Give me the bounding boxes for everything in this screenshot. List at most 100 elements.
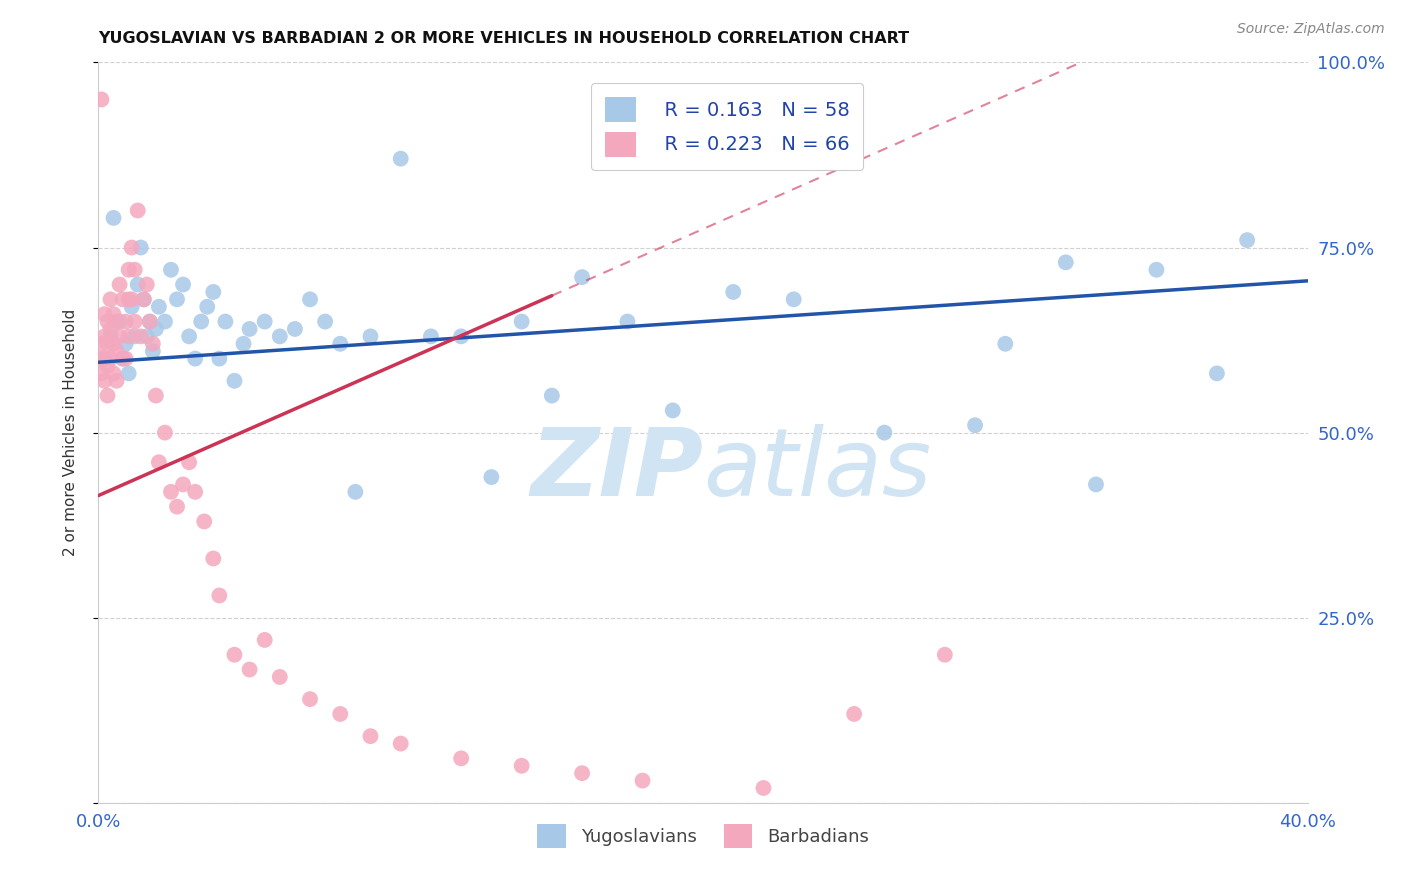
Point [299, 293, 322, 307]
Point [124, 329, 146, 343]
Point [103, 211, 125, 225]
Point [329, 336, 352, 351]
Point [172, 477, 194, 491]
Point [193, 515, 215, 529]
Point [450, 751, 472, 765]
Legend: Yugoslavians, Barbadians: Yugoslavians, Barbadians [529, 815, 877, 856]
Point [127, 277, 149, 292]
Point [1085, 477, 1108, 491]
Point [114, 336, 136, 351]
Point [135, 277, 157, 292]
Point [202, 551, 225, 566]
Point [873, 425, 896, 440]
Point [344, 484, 367, 499]
Point [184, 351, 207, 366]
Point [118, 367, 141, 381]
Point [1206, 367, 1229, 381]
Point [208, 351, 231, 366]
Point [166, 293, 188, 307]
Point [121, 300, 143, 314]
Point [190, 314, 212, 328]
Point [184, 484, 207, 499]
Point [96, 336, 118, 351]
Point [96, 359, 118, 373]
Point [661, 403, 683, 417]
Point [103, 307, 125, 321]
Text: Source: ZipAtlas.com: Source: ZipAtlas.com [1237, 22, 1385, 37]
Point [93, 351, 115, 366]
Point [253, 314, 276, 328]
Text: ZIP: ZIP [530, 424, 703, 516]
Point [111, 351, 134, 366]
Point [127, 203, 149, 218]
Point [253, 632, 276, 647]
Point [934, 648, 956, 662]
Point [103, 367, 125, 381]
Point [139, 314, 162, 328]
Point [139, 314, 162, 328]
Point [299, 692, 322, 706]
Point [239, 322, 262, 336]
Point [105, 314, 128, 328]
Point [90, 367, 112, 381]
Point [100, 351, 122, 366]
Point [389, 737, 412, 751]
Point [93, 307, 115, 321]
Point [114, 314, 136, 328]
Point [100, 293, 122, 307]
Point [153, 314, 176, 328]
Point [214, 314, 236, 328]
Point [510, 758, 533, 772]
Point [616, 314, 638, 328]
Point [108, 314, 131, 328]
Point [208, 589, 231, 603]
Point [132, 293, 155, 307]
Point [93, 374, 115, 388]
Point [124, 314, 146, 328]
Text: atlas: atlas [703, 424, 931, 516]
Point [142, 344, 165, 359]
Point [179, 455, 201, 469]
Point [90, 92, 112, 106]
Point [148, 300, 170, 314]
Point [571, 766, 593, 780]
Point [360, 329, 382, 343]
Point [124, 262, 146, 277]
Point [103, 336, 125, 351]
Point [269, 329, 291, 343]
Point [179, 329, 201, 343]
Point [723, 285, 745, 299]
Point [224, 374, 246, 388]
Point [783, 293, 806, 307]
Point [96, 388, 118, 402]
Point [329, 706, 352, 721]
Point [105, 344, 128, 359]
Point [389, 152, 412, 166]
Point [142, 336, 165, 351]
Point [129, 240, 152, 255]
Point [145, 388, 167, 402]
Point [118, 329, 141, 343]
Point [172, 277, 194, 292]
Point [202, 285, 225, 299]
Point [994, 336, 1017, 351]
Point [540, 388, 562, 402]
Point [100, 329, 122, 343]
Point [129, 329, 152, 343]
Point [232, 336, 254, 351]
Point [752, 780, 775, 795]
Point [1144, 262, 1167, 277]
Point [108, 277, 131, 292]
Point [111, 293, 134, 307]
Point [90, 336, 112, 351]
Point [121, 293, 143, 307]
Point [844, 706, 866, 721]
Point [100, 322, 122, 336]
Point [510, 314, 533, 328]
Point [481, 470, 503, 484]
Point [571, 270, 593, 285]
Point [96, 314, 118, 328]
Point [108, 329, 131, 343]
Point [145, 322, 167, 336]
Point [1236, 233, 1258, 247]
